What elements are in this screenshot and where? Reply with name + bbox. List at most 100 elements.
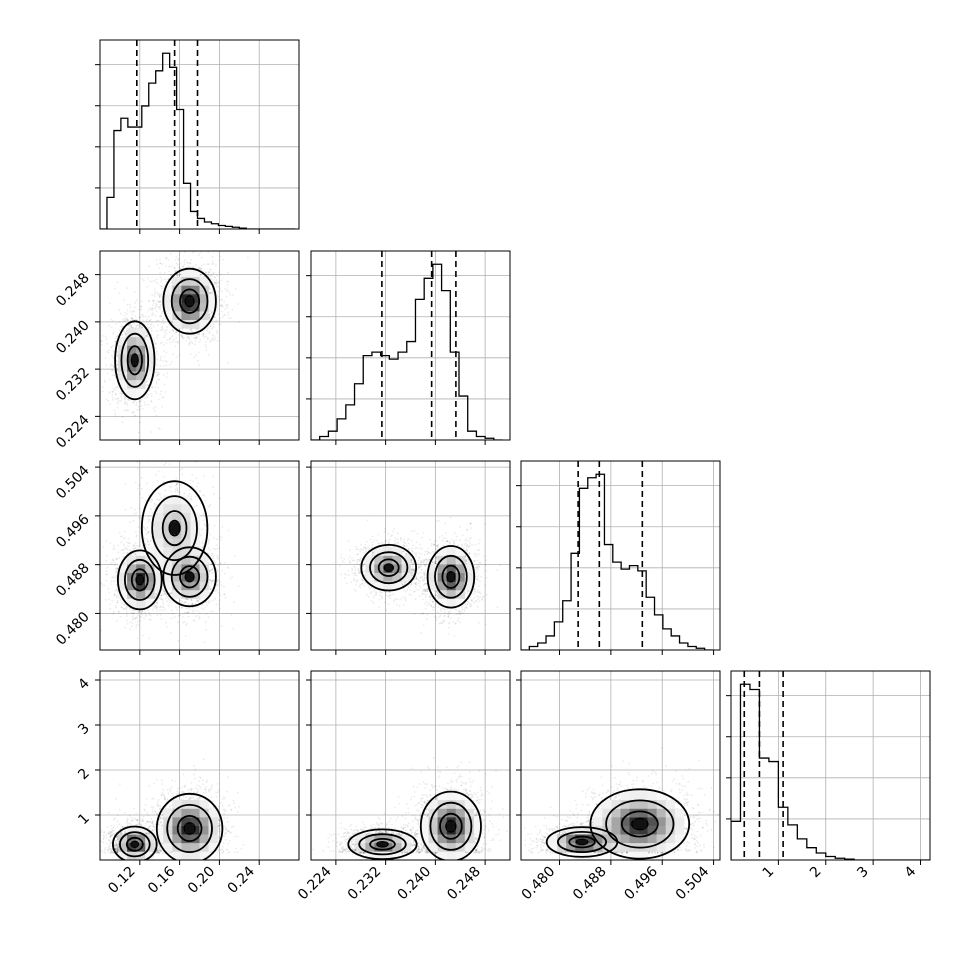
- sample-point: [159, 308, 162, 311]
- sample-point: [217, 290, 220, 293]
- sample-point: [205, 271, 208, 274]
- histogram-3: [731, 683, 930, 860]
- sample-point: [150, 501, 153, 503]
- sample-point: [205, 341, 208, 343]
- sample-point: [233, 601, 235, 603]
- sample-point: [146, 538, 149, 541]
- sample-point: [115, 335, 118, 338]
- sample-point: [168, 265, 171, 268]
- contour-line: [162, 267, 217, 335]
- sample-point: [215, 281, 218, 283]
- sample-point: [142, 279, 145, 282]
- sample-point: [190, 329, 193, 332]
- sample-point: [220, 279, 223, 282]
- sample-point: [134, 414, 137, 417]
- sample-point: [214, 281, 217, 284]
- sample-point: [157, 353, 160, 356]
- sample-point: [200, 268, 203, 271]
- sample-point: [127, 409, 130, 412]
- sample-point: [228, 317, 231, 319]
- axes-frame: [99, 39, 300, 230]
- sample-point: [163, 350, 166, 352]
- sample-point: [119, 549, 122, 551]
- sample-point: [104, 381, 106, 383]
- sample-point: [124, 388, 127, 391]
- sample-point: [214, 597, 217, 600]
- sample-point: [155, 382, 158, 385]
- sample-point: [208, 330, 211, 333]
- sample-point: [131, 317, 134, 319]
- sample-point: [147, 323, 149, 326]
- sample-point: [216, 569, 219, 572]
- sample-point: [178, 606, 181, 608]
- contour-line: [120, 332, 150, 388]
- sample-point: [153, 293, 156, 296]
- sample-point: [115, 569, 118, 572]
- sample-point: [174, 345, 177, 348]
- sample-point: [180, 607, 183, 609]
- sample-point: [211, 327, 214, 329]
- sample-point: [123, 409, 126, 412]
- sample-point: [116, 596, 118, 598]
- sample-point: [166, 600, 169, 603]
- contour-line: [126, 345, 143, 376]
- sample-point: [113, 547, 116, 550]
- sample-point: [121, 421, 124, 423]
- sample-point: [121, 606, 123, 609]
- sample-point: [168, 270, 171, 273]
- sample-point: [206, 337, 209, 340]
- sample-point: [116, 281, 119, 284]
- sample-point: [142, 634, 144, 637]
- sample-point: [150, 333, 153, 336]
- sample-point: [205, 271, 207, 274]
- sample-point: [158, 295, 161, 298]
- sample-point: [183, 621, 186, 623]
- sample-point: [108, 349, 111, 351]
- sample-point: [123, 314, 126, 317]
- sample-point: [107, 351, 110, 354]
- sample-point: [182, 336, 185, 339]
- sample-point: [129, 303, 131, 306]
- sample-point: [180, 334, 183, 337]
- sample-point: [113, 576, 116, 579]
- sample-point: [147, 300, 150, 303]
- sample-point: [149, 618, 152, 621]
- sample-point: [139, 615, 142, 618]
- sample-point: [125, 607, 128, 610]
- sample-point: [225, 280, 228, 283]
- sample-point: [209, 588, 212, 591]
- sample-point: [151, 314, 153, 317]
- sample-point: [167, 278, 170, 280]
- sample-point: [156, 606, 158, 609]
- sample-point: [199, 490, 201, 493]
- sample-point: [126, 409, 129, 412]
- sample-point: [150, 327, 153, 330]
- sample-point: [132, 544, 135, 547]
- sample-point: [202, 608, 205, 611]
- sample-point: [126, 318, 128, 321]
- sample-point: [184, 259, 186, 261]
- density-cells: [118, 268, 218, 398]
- sample-point: [201, 603, 204, 606]
- sample-point: [126, 613, 129, 616]
- sample-point: [142, 316, 145, 318]
- sample-point: [216, 579, 219, 582]
- sample-point: [221, 536, 223, 539]
- sample-point: [116, 351, 119, 353]
- sample-point: [175, 340, 177, 343]
- sample-point: [123, 298, 125, 301]
- sample-point: [155, 335, 158, 338]
- sample-point: [118, 557, 121, 559]
- sample-point: [218, 599, 221, 601]
- sample-point: [210, 340, 213, 342]
- sample-point: [149, 318, 152, 321]
- sample-point: [124, 332, 127, 335]
- sample-point: [137, 624, 140, 626]
- sample-point: [149, 540, 152, 542]
- sample-point: [124, 397, 126, 399]
- sample-point: [229, 293, 232, 296]
- sample-point: [179, 613, 182, 616]
- sample-point: [216, 581, 219, 583]
- sample-point: [204, 621, 207, 623]
- sample-point: [170, 336, 172, 339]
